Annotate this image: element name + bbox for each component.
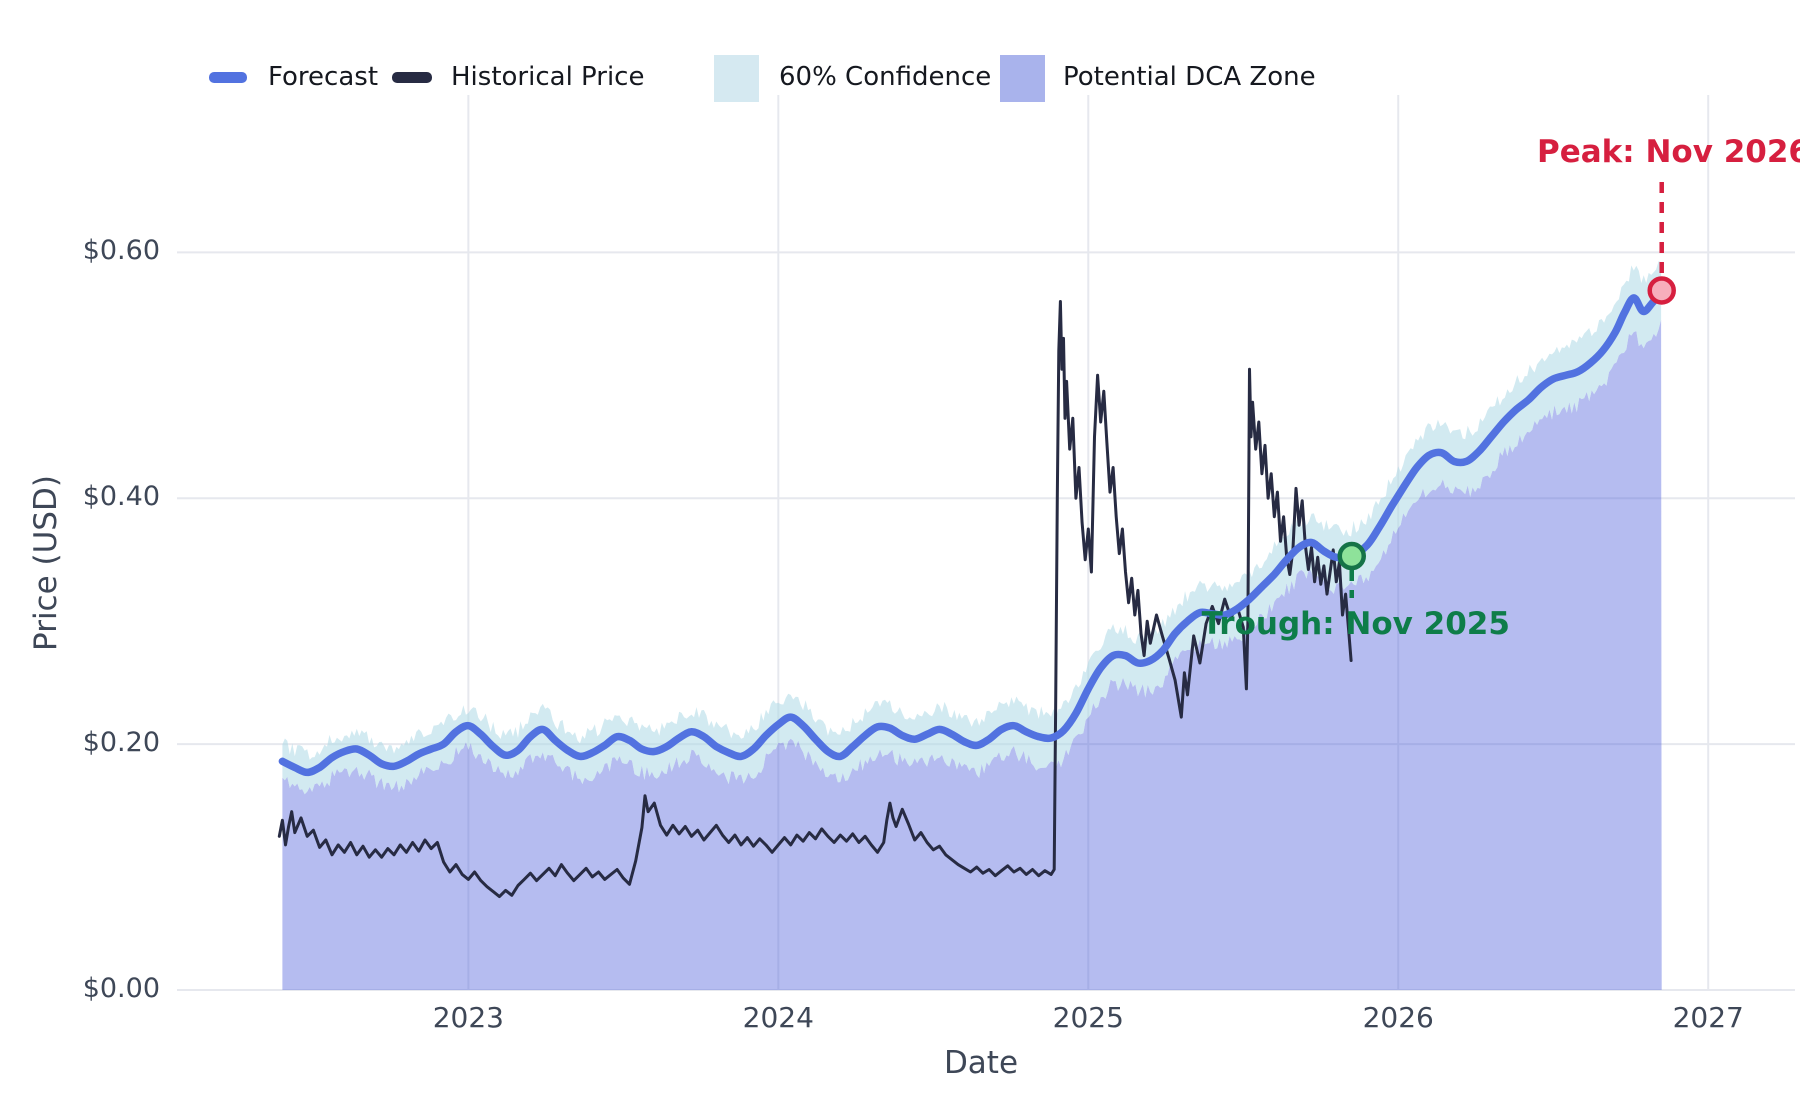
legend-label-confidence: 60% Confidence: [779, 62, 992, 92]
legend-label-forecast: Forecast: [268, 62, 379, 92]
x-tick-label: 2024: [742, 1001, 814, 1034]
y-axis-title: Price (USD): [28, 475, 64, 651]
y-tick-label: $0.00: [82, 973, 160, 1004]
y-tick-label: $0.60: [82, 235, 160, 267]
dca-zone-patch-swatch: [1000, 55, 1045, 102]
y-tick-label: $0.40: [82, 481, 160, 513]
confidence-patch-swatch: [714, 55, 759, 102]
y-tick-label: $0.20: [82, 727, 160, 759]
peak-annotation-label: Peak: Nov 2026: [1537, 134, 1800, 170]
legend-label-dca-zone: Potential DCA Zone: [1063, 62, 1316, 92]
legend-label-historical: Historical Price: [451, 62, 645, 92]
x-tick-label: 2026: [1362, 1001, 1434, 1034]
historical-line-swatch: [392, 72, 432, 83]
trough-annotation-label: Trough: Nov 2025: [1201, 606, 1510, 642]
x-tick-label: 2027: [1672, 1001, 1744, 1034]
x-tick-label: 2023: [432, 1001, 504, 1034]
x-tick-label: 2025: [1052, 1001, 1124, 1034]
x-axis-title: Date: [943, 1045, 1019, 1081]
forecast-line-swatch: [209, 72, 247, 83]
